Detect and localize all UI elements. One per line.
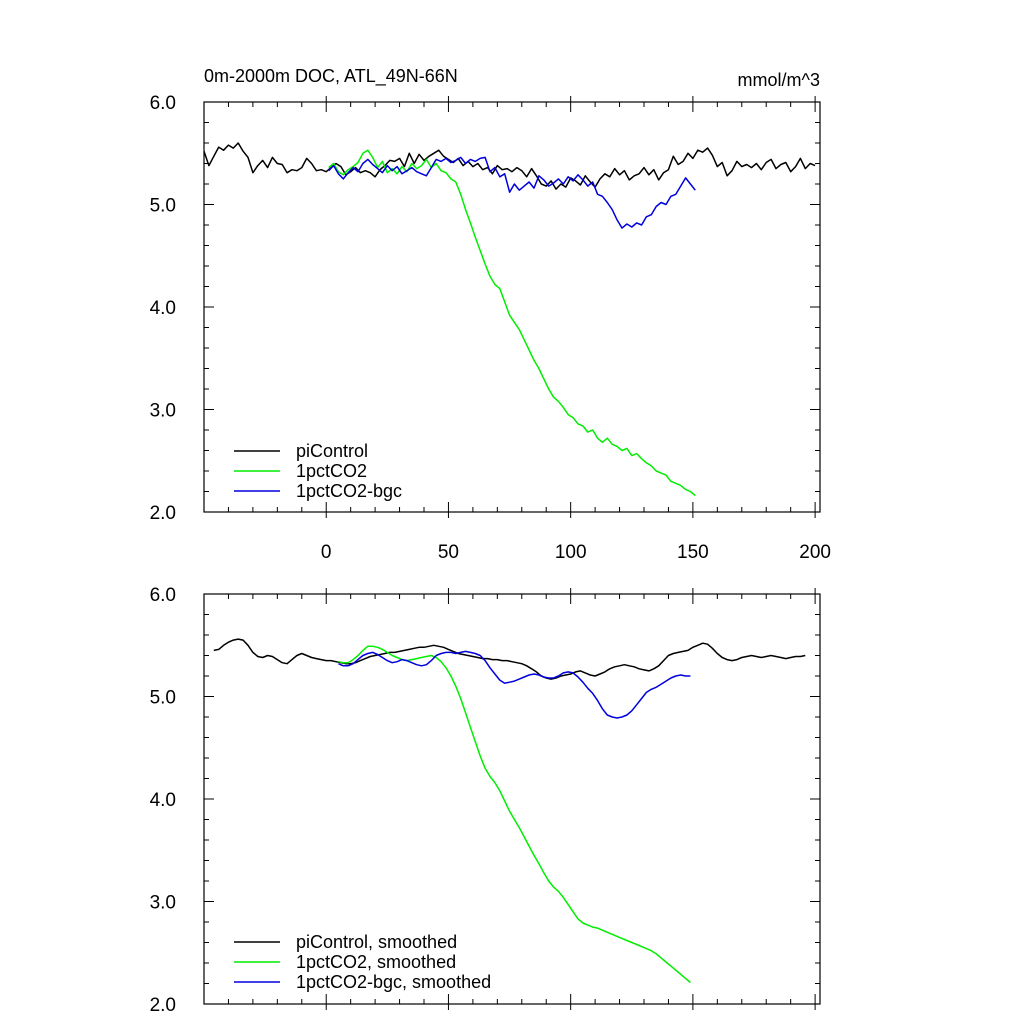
bottom-y-tick-label: 5.0 — [150, 688, 176, 709]
top-x-tick-label: 0 — [321, 542, 332, 563]
top-x-tick-label: 200 — [799, 542, 831, 563]
bottom-legend-label-2: 1pctCO2-bgc, smoothed — [296, 972, 491, 992]
bottom-series-line-2 — [338, 650, 691, 719]
top-panel: 0m-2000m DOC, ATL_49N-66N mmol/m^3 0 50 10… — [150, 66, 831, 563]
top-series-line-2 — [328, 156, 696, 229]
top-y-tick-label: 2.0 — [150, 503, 176, 524]
bottom-y-tick-label: 6.0 — [150, 585, 176, 606]
top-y-tick-label: 6.0 — [150, 93, 176, 114]
top-legend-label-0: piControl — [296, 441, 368, 461]
top-x-tick-label: 150 — [677, 542, 709, 563]
bottom-y-tick-label: 4.0 — [150, 790, 176, 811]
top-series-line-0 — [203, 142, 816, 190]
bottom-y-tick-label: 3.0 — [150, 893, 176, 914]
top-y-tick-label: 3.0 — [150, 401, 176, 422]
chart-title: 0m-2000m DOC, ATL_49N-66N — [204, 66, 458, 87]
units-label: mmol/m^3 — [738, 70, 820, 90]
bottom-series-line-0 — [213, 638, 806, 680]
top-y-tick-label: 4.0 — [150, 298, 176, 319]
bottom-series-line-1 — [338, 645, 691, 984]
top-x-tick-label: 50 — [438, 542, 459, 563]
top-x-tick-label: 100 — [555, 542, 587, 563]
top-y-tick-label: 5.0 — [150, 196, 176, 217]
top-legend-label-2: 1pctCO2-bgc — [296, 481, 402, 501]
top-legend-label-1: 1pctCO2 — [296, 461, 367, 481]
top-series-line-1 — [328, 149, 696, 497]
bottom-legend-label-1: 1pctCO2, smoothed — [296, 952, 456, 972]
bottom-legend-label-0: piControl, smoothed — [296, 932, 457, 952]
bottom-y-tick-label: 2.0 — [150, 995, 176, 1016]
